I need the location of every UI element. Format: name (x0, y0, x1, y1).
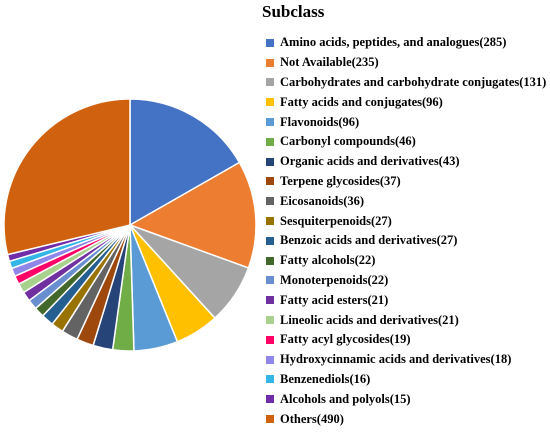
legend-swatch (266, 78, 274, 87)
legend-item-sesquiterpenoids: Sesquiterpenoids(27) (266, 211, 546, 231)
legend-item-carbonyl-compounds: Carbonyl compounds(46) (266, 132, 546, 152)
legend-label: Eicosanoids(36) (280, 193, 365, 208)
legend-item-others: Others(490) (266, 409, 546, 429)
legend-swatch (266, 296, 274, 305)
legend-item-fatty-acyl-glycosides: Fatty acyl glycosides(19) (266, 330, 546, 350)
legend-item-lineolic-acids-and-derivatives: Lineolic acids and derivatives(21) (266, 310, 546, 330)
legend-item-not-available: Not Available(235) (266, 53, 546, 73)
legend-item-flavonoids: Flavonoids(96) (266, 112, 546, 132)
legend-swatch (266, 236, 274, 245)
legend-label: Alcohols and polyols(15) (280, 391, 411, 406)
legend-label: Carbonyl compounds(46) (280, 134, 416, 149)
legend-swatch (266, 58, 274, 67)
legend-title: Subclass (262, 2, 325, 21)
legend-label: Benzenediols(16) (280, 371, 371, 386)
legend-label: Benzoic acids and derivatives(27) (280, 233, 458, 248)
legend-label: Terpene glycosides(37) (280, 173, 401, 188)
legend-item-amino-acids-peptides-and-analogues: Amino acids, peptides, and analogues(285… (266, 33, 546, 53)
legend-item-carbohydrates-and-carbohydrate-conjugates: Carbohydrates and carbohydrate conjugate… (266, 73, 546, 93)
legend-label: Fatty acids and conjugates(96) (280, 94, 443, 109)
legend-label: Hydroxycinnamic acids and derivatives(18… (280, 352, 512, 367)
legend-item-eicosanoids: Eicosanoids(36) (266, 191, 546, 211)
legend-swatch (266, 217, 274, 226)
legend-item-terpene-glycosides: Terpene glycosides(37) (266, 172, 546, 192)
legend-swatch (266, 38, 274, 47)
legend-item-monoterpenoids: Monoterpenoids(22) (266, 271, 546, 291)
legend-item-benzoic-acids-and-derivatives: Benzoic acids and derivatives(27) (266, 231, 546, 251)
legend-swatch (266, 355, 274, 364)
pie-slice-others (3, 98, 131, 256)
legend-swatch (266, 98, 274, 107)
legend-item-alcohols-and-polyols: Alcohols and polyols(15) (266, 389, 546, 409)
legend-label: Fatty alcohols(22) (280, 253, 376, 268)
legend-label: Fatty acyl glycosides(19) (280, 332, 411, 347)
legend-label: Carbohydrates and carbohydrate conjugate… (280, 74, 547, 89)
legend-swatch (266, 137, 274, 146)
legend: Amino acids, peptides, and analogues(285… (266, 33, 546, 429)
legend-item-fatty-acid-esters: Fatty acid esters(21) (266, 290, 546, 310)
legend-label: Others(490) (280, 411, 344, 426)
legend-item-hydroxycinnamic-acids-and-derivatives: Hydroxycinnamic acids and derivatives(18… (266, 350, 546, 370)
legend-swatch (266, 375, 274, 384)
legend-label: Fatty acid esters(21) (280, 292, 389, 307)
legend-item-fatty-acids-and-conjugates: Fatty acids and conjugates(96) (266, 92, 546, 112)
legend-swatch (266, 118, 274, 127)
legend-label: Organic acids and derivatives(43) (280, 154, 460, 169)
legend-swatch (266, 177, 274, 186)
legend-swatch (266, 395, 274, 404)
legend-item-organic-acids-and-derivatives: Organic acids and derivatives(43) (266, 152, 546, 172)
legend-swatch (266, 197, 274, 206)
pie-slice-amino-acids-peptides-and-analogues (129, 98, 241, 226)
legend-label: Sesquiterpenoids(27) (280, 213, 392, 228)
legend-swatch (266, 415, 274, 424)
pie-chart (3, 98, 257, 352)
legend-item-fatty-alcohols: Fatty alcohols(22) (266, 251, 546, 271)
legend-label: Lineolic acids and derivatives(21) (280, 312, 459, 327)
legend-label: Amino acids, peptides, and analogues(285… (280, 35, 507, 50)
legend-swatch (266, 157, 274, 166)
legend-label: Flavonoids(96) (280, 114, 360, 129)
legend-item-benzenediols: Benzenediols(16) (266, 370, 546, 390)
pie-slice-not-available (129, 161, 257, 269)
legend-swatch (266, 276, 274, 285)
legend-label: Monoterpenoids(22) (280, 272, 389, 287)
legend-label: Not Available(235) (280, 55, 379, 70)
legend-swatch (266, 335, 274, 344)
legend-swatch (266, 316, 274, 325)
legend-swatch (266, 256, 274, 265)
